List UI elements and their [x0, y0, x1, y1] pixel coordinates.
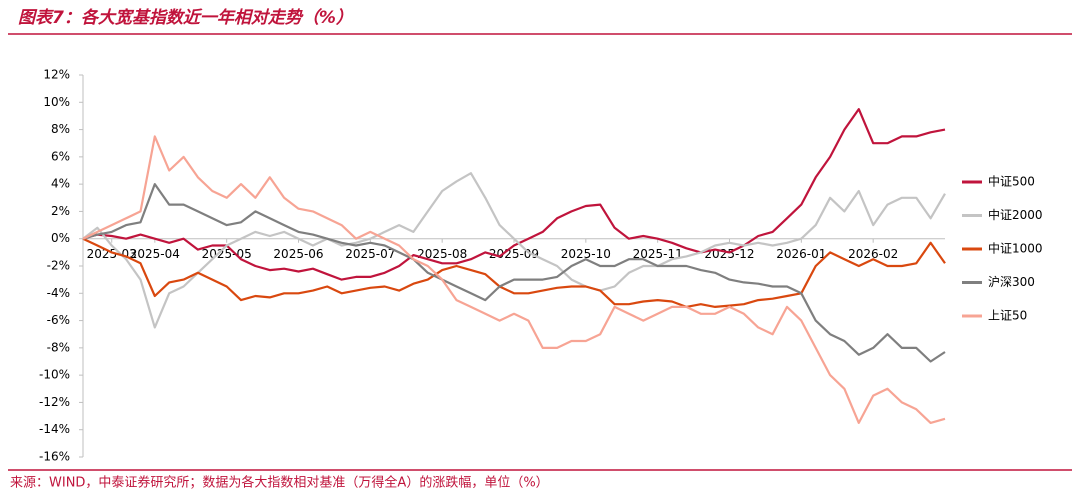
x-tick-label: 2025-04: [130, 247, 180, 261]
y-tick-label: 4%: [51, 177, 70, 191]
y-tick-label: 8%: [51, 122, 70, 136]
y-tick-label: -6%: [47, 313, 70, 327]
legend-label: 中证2000: [988, 207, 1043, 222]
y-tick-label: 12%: [43, 68, 70, 82]
legend-label: 上证50: [988, 309, 1027, 323]
x-tick-label: 2026-02: [848, 247, 898, 261]
legend-label: 中证500: [988, 174, 1035, 189]
x-tick-label: 2025-10: [561, 247, 611, 261]
y-tick-label: -8%: [47, 340, 70, 354]
series-line: [82, 172, 946, 329]
x-tick-label: 2025-06: [273, 247, 323, 261]
series-line: [82, 183, 946, 363]
y-tick-label: -16%: [39, 450, 70, 464]
legend-label: 中证1000: [988, 241, 1043, 256]
series-line: [82, 135, 946, 424]
y-tick-label: -2%: [47, 259, 70, 273]
y-tick-label: -14%: [39, 422, 70, 436]
x-tick-label: 2025-05: [202, 247, 252, 261]
source-note: 来源：WIND，中泰证券研究所；数据为各大指数相对基准（万得全A）的涨跌幅，单位…: [10, 475, 549, 491]
y-tick-label: 0%: [51, 231, 70, 245]
x-tick-label: 2025-11: [633, 247, 683, 261]
y-tick-label: 10%: [43, 95, 70, 109]
legend-label: 沪深300: [988, 275, 1035, 289]
x-tick-label: 2026-01: [776, 247, 826, 261]
y-tick-label: -10%: [39, 368, 70, 382]
y-tick-label: -4%: [47, 286, 70, 300]
chart-title: 图表7：各大宽基指数近一年相对走势（%）: [18, 8, 353, 28]
y-tick-label: -12%: [39, 395, 70, 409]
y-tick-label: 2%: [51, 204, 70, 218]
x-tick-label: 2025-07: [345, 247, 395, 261]
y-tick-label: 6%: [51, 149, 70, 163]
x-tick-label: 2025-08: [417, 247, 467, 261]
